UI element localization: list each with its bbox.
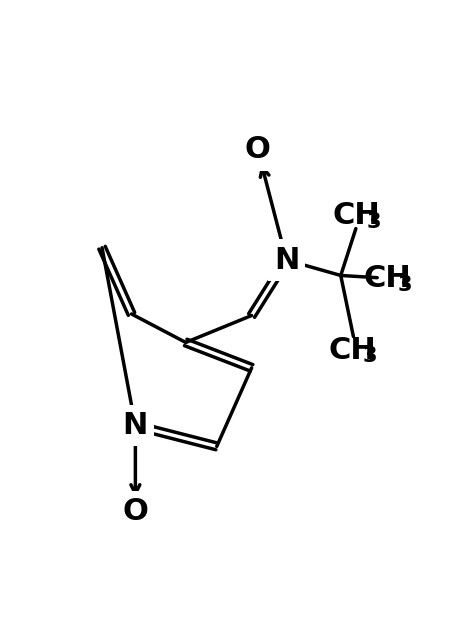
Text: O: O (122, 497, 148, 526)
Text: N: N (123, 411, 148, 440)
Text: N: N (274, 246, 299, 275)
Text: CH: CH (332, 201, 380, 230)
Text: 3: 3 (398, 275, 413, 294)
Text: 3: 3 (363, 346, 377, 366)
Text: CH: CH (363, 264, 411, 293)
Text: 3: 3 (367, 212, 382, 232)
Text: CH: CH (329, 335, 376, 365)
Text: O: O (245, 136, 271, 164)
